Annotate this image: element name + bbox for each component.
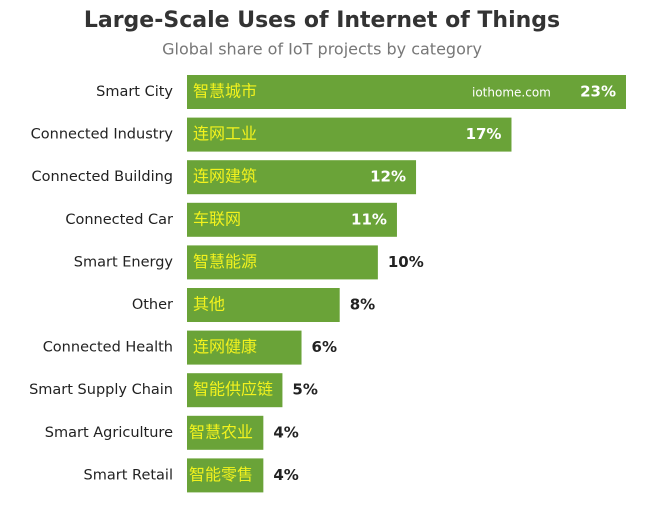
bar-label: 连网建筑 (193, 167, 257, 186)
bar (187, 288, 340, 322)
value-label: 6% (312, 338, 337, 356)
bar (187, 202, 397, 237)
bar (187, 117, 512, 152)
category-label: Smart Agriculture (45, 425, 173, 441)
value-label: 23% (580, 83, 616, 101)
bar (187, 330, 302, 365)
category-label: Smart Supply Chain (29, 382, 173, 398)
category-label: Connected Health (43, 340, 173, 356)
bar-label: 智能供应链 (193, 380, 273, 399)
bar (187, 458, 264, 493)
bar-label: 智慧城市 (193, 82, 257, 101)
bar (187, 245, 378, 280)
bar-label: 智慧能源 (193, 252, 257, 271)
bar-label: 连网健康 (193, 337, 257, 356)
bar-label: 连网工业 (193, 124, 257, 143)
category-label: Other (132, 297, 173, 313)
bar (187, 160, 417, 195)
value-label: 5% (292, 381, 317, 399)
bar-label: 智能零售 (189, 465, 253, 484)
category-label: Connected Industry (31, 127, 174, 143)
category-label: Connected Building (31, 169, 173, 185)
category-label: Smart Energy (74, 254, 174, 270)
chart-subtitle: Global share of IoT projects by category (162, 40, 482, 59)
category-label: Connected Car (65, 212, 173, 228)
bar (187, 373, 283, 408)
value-label: 8% (350, 296, 375, 314)
value-label: 10% (388, 253, 424, 271)
value-label: 11% (351, 210, 387, 228)
bar (187, 75, 626, 109)
value-label: 4% (273, 423, 298, 441)
value-label: 4% (273, 466, 298, 484)
category-label: Smart City (96, 84, 173, 100)
category-label: Smart Retail (84, 467, 173, 483)
bar-label: 智慧农业 (189, 422, 253, 441)
bar (187, 415, 264, 450)
chart-title: Large-Scale Uses of Internet of Things (84, 8, 560, 33)
watermark: iothome.com (472, 86, 551, 100)
bar-label: 车联网 (193, 209, 241, 228)
bar-label: 其他 (193, 295, 225, 314)
value-label: 12% (370, 168, 406, 186)
value-label: 17% (466, 125, 502, 143)
